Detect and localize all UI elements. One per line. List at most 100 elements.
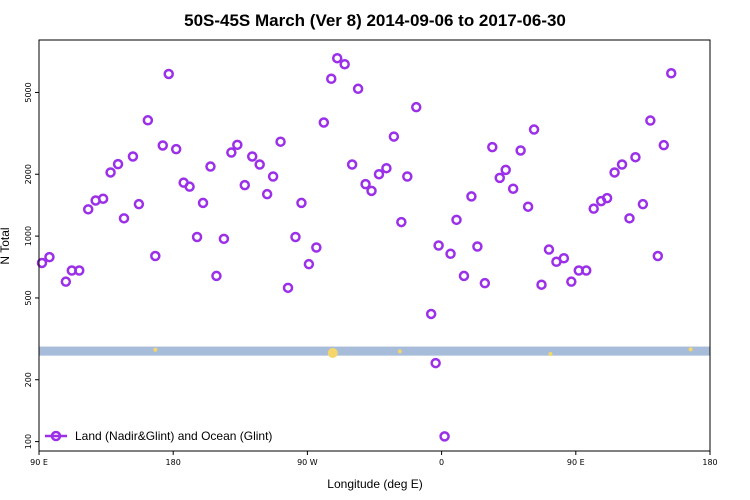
data-point [528, 124, 540, 135]
data-point [665, 68, 677, 79]
data-point [360, 178, 371, 190]
data-point [425, 308, 437, 320]
plot-frame [38, 39, 711, 452]
x-tick-label: 0 [439, 458, 444, 467]
data-point [445, 248, 456, 260]
data-point [197, 197, 209, 209]
data-point [275, 136, 286, 147]
data-point [352, 83, 364, 95]
data-point [366, 185, 377, 197]
x-tick-label: 90 E [567, 458, 585, 467]
data-point [267, 171, 279, 182]
y-axis-label: N Total [0, 227, 12, 264]
data-point [346, 159, 358, 170]
data-point [487, 141, 498, 153]
legend-marker [50, 430, 62, 442]
x-tick-label: 180 [166, 458, 181, 467]
data-point [494, 172, 506, 184]
data-point [36, 257, 48, 269]
x-tick-label: 90 E [30, 458, 48, 467]
x-axis-label: Longitude (deg E) [327, 477, 422, 491]
data-point [205, 161, 216, 172]
band-dot [688, 347, 693, 352]
band-dot [397, 349, 402, 354]
y-tick-label: 2000 [24, 164, 33, 184]
data-point [296, 197, 307, 209]
data-point [522, 201, 534, 212]
legend-label: Land (Nadir&Glint) and Ocean (Glint) [75, 429, 272, 443]
data-point [127, 151, 139, 162]
data-point [609, 167, 620, 178]
data-point [388, 131, 400, 142]
data-point [311, 242, 322, 253]
data-point [381, 162, 392, 174]
data-point [543, 244, 555, 255]
data-point [411, 101, 422, 113]
x-tick-label: 180 [702, 458, 717, 467]
data-point [232, 139, 243, 151]
data-point [500, 164, 511, 176]
y-tick-label: 500 [24, 290, 33, 305]
data-point [466, 191, 477, 202]
data-point [472, 241, 483, 252]
data-point [430, 357, 441, 369]
data-point [170, 143, 182, 155]
data-point [331, 52, 343, 64]
x-tick-label: 90 W [297, 458, 318, 467]
data-point [479, 277, 491, 289]
data-point [211, 270, 222, 282]
legend: Land (Nadir&Glint) and Ocean (Glint) [45, 429, 272, 443]
data-point [82, 204, 94, 215]
data-point [373, 168, 385, 180]
data-point [580, 265, 592, 276]
data-point [396, 216, 407, 228]
data-point [282, 282, 294, 294]
data-point [339, 58, 350, 70]
data-point [218, 233, 230, 245]
data-point [150, 250, 161, 262]
data-point [261, 188, 273, 200]
band-dot [327, 347, 338, 358]
data-point [451, 214, 462, 226]
data-point [637, 198, 649, 210]
data-point [303, 258, 315, 270]
y-tick-label: 1000 [24, 226, 33, 246]
data-point [226, 147, 237, 158]
data-point [318, 117, 330, 128]
data-point [433, 240, 444, 251]
data-point [118, 213, 130, 224]
coverage-band [39, 346, 710, 358]
data-point [163, 68, 174, 80]
data-point [246, 151, 258, 162]
x-axis: 90 E 180 90 W 0 90 E 180 [30, 451, 718, 467]
data-point [184, 181, 195, 192]
y-tick-label: 100 [24, 434, 33, 449]
data-point [558, 253, 570, 264]
band-dot [548, 351, 553, 356]
data-point [507, 183, 519, 194]
data-point [402, 171, 413, 182]
data-point [645, 115, 656, 126]
data-point [44, 251, 55, 263]
y-tick-label: 200 [24, 372, 33, 387]
data-point [74, 265, 85, 276]
data-point [624, 213, 635, 224]
chart-title: 50S-45S March (Ver 8) 2014-09-06 to 2017… [184, 11, 566, 30]
data-point [588, 203, 599, 214]
y-axis: 100 200 500 1000 2000 5000 [24, 82, 39, 449]
data-point [142, 115, 154, 126]
data-point [133, 198, 145, 210]
data-point [536, 279, 547, 290]
data-point [254, 159, 265, 170]
data-point [458, 270, 470, 282]
data-point [157, 140, 169, 151]
data-point [239, 179, 251, 191]
data-point [601, 192, 613, 204]
band-dot [153, 347, 158, 352]
data-point [97, 193, 109, 204]
data-point [105, 167, 116, 178]
band-rect [39, 346, 710, 356]
data-point [60, 276, 72, 287]
data-point [191, 231, 203, 243]
